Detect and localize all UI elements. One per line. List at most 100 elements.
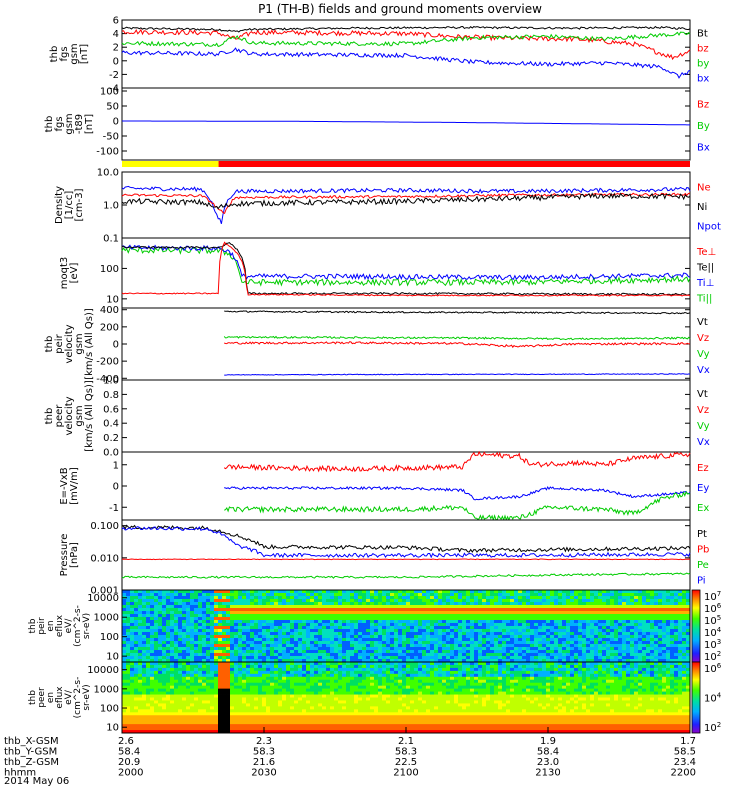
- spec-cell: [202, 670, 207, 675]
- spec-cell: [434, 605, 439, 609]
- spec-cell: [330, 694, 335, 698]
- spec-cell: [282, 596, 287, 600]
- spec-cell: [450, 635, 455, 639]
- spec-cell: [286, 644, 291, 648]
- spec-cell: [234, 617, 239, 621]
- spec-cell: [538, 590, 543, 594]
- spec-cell: [194, 700, 199, 704]
- spec-cell: [150, 706, 155, 710]
- spec-cell: [462, 623, 467, 627]
- spec-cell: [262, 679, 267, 684]
- spec-cell: [238, 632, 243, 636]
- spec-cell: [182, 602, 187, 606]
- spec-cell: [274, 620, 279, 624]
- spec-cell: [254, 727, 259, 731]
- spec-cell: [158, 727, 163, 731]
- spec-cell: [150, 608, 155, 612]
- spec-cell: [218, 632, 223, 636]
- legend-Ti: Ti⊥: [696, 278, 714, 289]
- spec-cell: [522, 656, 527, 660]
- spec-cell: [682, 659, 687, 663]
- spec-cell: [450, 590, 455, 594]
- spec-cell: [498, 629, 503, 633]
- spec-cell: [178, 682, 183, 687]
- spec-cell: [242, 644, 247, 648]
- spec-cell: [162, 623, 167, 627]
- spec-cell: [222, 691, 227, 695]
- spec-cell: [218, 691, 223, 695]
- y-axis-label: gsm: [69, 43, 80, 64]
- spec-cell: [610, 644, 615, 648]
- spec-cell: [298, 590, 303, 594]
- spec-cell: [178, 673, 183, 678]
- spec-cell: [206, 662, 211, 666]
- spec-cell: [490, 644, 495, 648]
- spec-cell: [162, 718, 167, 722]
- spec-cell: [590, 617, 595, 621]
- spec-cell: [666, 608, 671, 612]
- spec-cell: [458, 617, 463, 621]
- spec-cell: [530, 656, 535, 660]
- spec-cell: [558, 596, 563, 600]
- spec-cell: [538, 629, 543, 633]
- spec-cell: [670, 644, 675, 648]
- spec-cell: [310, 667, 315, 672]
- spec-cell: [262, 629, 267, 633]
- spec-cell: [142, 682, 147, 687]
- spec-cell: [290, 623, 295, 627]
- spec-cell: [322, 667, 327, 672]
- spec-cell: [246, 623, 251, 627]
- spec-cell: [126, 706, 131, 710]
- spec-cell: [238, 653, 243, 657]
- spec-cell: [342, 611, 347, 615]
- spec-cell: [166, 730, 171, 734]
- spec-cell: [358, 638, 363, 642]
- spec-cell: [490, 593, 495, 597]
- spec-cell: [546, 644, 551, 648]
- spec-cell: [310, 673, 315, 678]
- spec-cell: [590, 650, 595, 654]
- spec-cell: [462, 599, 467, 603]
- spec-cell: [642, 638, 647, 642]
- spec-cell: [354, 617, 359, 621]
- spec-cell: [358, 629, 363, 633]
- spec-cell: [322, 685, 327, 690]
- spec-cell: [226, 688, 231, 692]
- spec-cell: [138, 688, 143, 692]
- spec-cell: [266, 632, 271, 636]
- spec-cell: [254, 617, 259, 621]
- spec-cell: [162, 700, 167, 704]
- spec-cell: [674, 590, 679, 594]
- spec-cell: [390, 605, 395, 609]
- spec-cell: [294, 670, 299, 675]
- spec-cell: [174, 709, 179, 713]
- spec-cell: [246, 715, 251, 719]
- spec-cell: [138, 694, 143, 698]
- spec-cell: [190, 724, 195, 728]
- spec-cell: [242, 664, 247, 669]
- spec-cell: [130, 724, 135, 728]
- spec-cell: [274, 694, 279, 698]
- spec-cell: [230, 694, 235, 698]
- spec-cell: [474, 605, 479, 609]
- spec-cell: [310, 605, 315, 609]
- spec-cell: [354, 653, 359, 657]
- spec-cell: [334, 659, 339, 663]
- spec-cell: [450, 593, 455, 597]
- spec-cell: [330, 593, 335, 597]
- spec-cell: [266, 727, 271, 731]
- spec-cell: [142, 611, 147, 615]
- spec-cell: [186, 727, 191, 731]
- spec-cell: [214, 673, 219, 678]
- spec-cell: [130, 629, 135, 633]
- spec-cell: [626, 626, 631, 630]
- spec-cell: [674, 641, 679, 645]
- spec-cell: [354, 644, 359, 648]
- spec-cell: [610, 611, 615, 615]
- spec-cell: [222, 700, 227, 704]
- spec-cell: [378, 605, 383, 609]
- spec-cell: [366, 647, 371, 651]
- spec-cell: [650, 608, 655, 612]
- spec-cell: [426, 620, 431, 624]
